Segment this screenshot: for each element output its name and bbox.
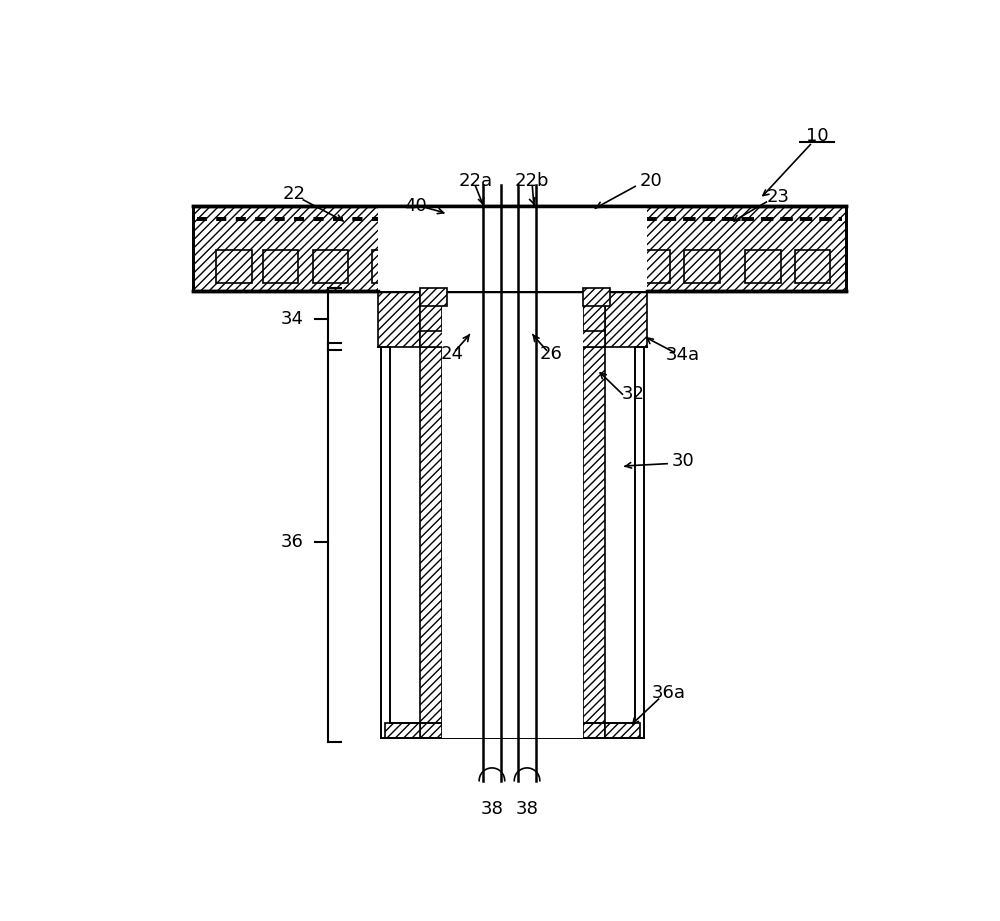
Bar xyxy=(378,206,647,291)
Bar xyxy=(588,250,623,283)
Text: 22b: 22b xyxy=(515,172,550,191)
Text: 34a: 34a xyxy=(666,346,700,364)
Bar xyxy=(548,331,605,346)
Text: 10: 10 xyxy=(806,127,829,145)
Bar xyxy=(795,250,830,283)
Bar xyxy=(372,250,408,283)
Bar xyxy=(216,250,252,283)
Bar xyxy=(583,291,605,346)
Bar xyxy=(442,291,583,738)
Bar xyxy=(684,250,720,283)
Text: 34: 34 xyxy=(280,310,303,328)
Bar xyxy=(420,291,442,346)
Bar xyxy=(263,250,298,283)
Text: 38: 38 xyxy=(480,800,503,818)
Text: 30: 30 xyxy=(671,452,694,470)
Text: 36a: 36a xyxy=(652,684,686,703)
Bar xyxy=(385,723,420,738)
Bar xyxy=(420,331,477,346)
Bar xyxy=(583,291,605,738)
Text: 24: 24 xyxy=(441,345,464,364)
Bar xyxy=(420,287,447,307)
Text: 38: 38 xyxy=(516,800,538,818)
Bar xyxy=(420,291,442,738)
Text: 40: 40 xyxy=(404,196,427,215)
Text: 32: 32 xyxy=(622,385,645,403)
Bar xyxy=(583,287,610,307)
Text: 22: 22 xyxy=(283,185,306,204)
Text: 20: 20 xyxy=(639,172,662,191)
Text: 26: 26 xyxy=(539,345,562,364)
Bar xyxy=(634,250,670,283)
Text: 23: 23 xyxy=(767,188,790,206)
Bar xyxy=(605,291,647,346)
Bar xyxy=(605,723,640,738)
Bar xyxy=(745,250,781,283)
Bar xyxy=(193,206,846,291)
Bar xyxy=(430,250,466,283)
Text: 36: 36 xyxy=(280,533,303,552)
Bar xyxy=(313,250,348,283)
Bar xyxy=(378,291,420,346)
Text: 22a: 22a xyxy=(459,172,493,191)
